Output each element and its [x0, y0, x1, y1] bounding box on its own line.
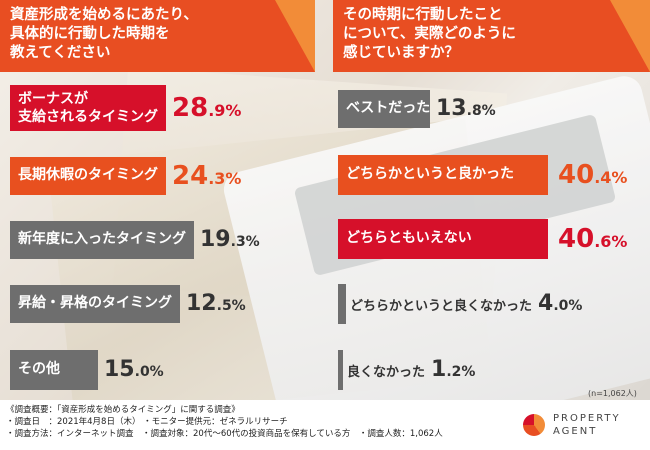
label-line: 長期休暇のタイミング — [18, 167, 158, 183]
value-label: 19.3% — [200, 227, 260, 253]
logo-text-line: PROPERTY — [553, 413, 621, 424]
value-int: 40 — [558, 160, 595, 190]
right-title-line: その時期に行動したこと — [343, 7, 503, 23]
value-dec: .2% — [446, 364, 476, 380]
value-int: 12 — [186, 291, 217, 316]
value-label: 40.6% — [558, 226, 627, 252]
value-int: 1 — [431, 357, 447, 382]
footer-line: 《調査概要：「資産形成を始めるタイミング」に関する調査》 — [6, 405, 240, 415]
left-item-other: その他 15.0% — [10, 350, 164, 390]
value-dec: .5% — [216, 298, 246, 314]
value-label: 1.2% — [431, 357, 475, 383]
right-title-line: 感じていますか？ — [343, 45, 459, 61]
label-line: どちらかというと良かった — [346, 166, 514, 182]
value-int: 13 — [436, 96, 467, 121]
bar-label — [338, 350, 343, 390]
value-label: 4.0% — [538, 291, 582, 317]
right-question-header: その時期に行動したこと について、実際どのように 感じていますか？ — [333, 0, 650, 72]
right-item-rather-good: どちらかというと良かった 40.4% — [338, 155, 627, 195]
bar-label: ボーナスが 支給されるタイミング — [10, 85, 166, 131]
value-dec: .3% — [208, 169, 242, 188]
footer-line: ・調査日 ：2021年4月8日（木） ・モニター提供元：ゼネラルリサーチ — [6, 417, 288, 427]
bar-label: 昇給・昇格のタイミング — [10, 285, 180, 323]
value-dec: .9% — [208, 101, 242, 120]
bar-label: どちらともいえない — [338, 219, 548, 259]
value-label: 28.9% — [172, 95, 241, 121]
bar-label: その他 — [10, 350, 98, 390]
left-item-raise-promotion: 昇給・昇格のタイミング 12.5% — [10, 285, 246, 323]
left-title-line: 教えてください — [10, 45, 111, 61]
value-dec: .4% — [594, 168, 628, 187]
left-item-new-fiscal-year: 新年度に入ったタイミング 19.3% — [10, 221, 260, 259]
bar-label: 長期休暇のタイミング — [10, 157, 166, 195]
value-int: 4 — [538, 291, 554, 316]
value-int: 40 — [558, 224, 595, 254]
value-dec: .6% — [594, 232, 628, 251]
right-item-neither: どちらともいえない 40.6% — [338, 219, 627, 259]
right-title-line: について、実際どのように — [343, 26, 516, 42]
survey-footer: 《調査概要：「資産形成を始めるタイミング」に関する調査》 ・調査日 ：2021年… — [6, 404, 443, 440]
value-dec: .3% — [230, 234, 260, 250]
label-line: 新年度に入ったタイミング — [18, 231, 186, 247]
label-line: ベストだった — [346, 100, 431, 116]
value-label: 40.4% — [558, 162, 627, 188]
logo-mark-icon — [523, 414, 545, 436]
left-title-line: 資産形成を始めるにあたり、 — [10, 7, 198, 23]
left-question-header: 資産形成を始めるにあたり、 具体的に行動した時期を 教えてください — [0, 0, 315, 72]
value-label: 24.3% — [172, 163, 241, 189]
bar-label: ベストだった — [338, 90, 430, 128]
property-agent-logo: PROPERTY AGENT — [523, 412, 621, 438]
sample-size-note: (n=1,062人) — [588, 389, 637, 398]
logo-text-line: AGENT — [553, 426, 598, 437]
label-line: どちらともいえない — [346, 230, 472, 246]
value-dec: .0% — [553, 298, 583, 314]
right-item-not-good: 良くなかった 1.2% — [338, 350, 475, 390]
value-dec: .0% — [134, 364, 164, 380]
footer-line: ・調査方法：インターネット調査 ・調査対象：20代〜60代の投資商品を保有してい… — [6, 429, 443, 439]
value-int: 24 — [172, 161, 209, 191]
value-label: 13.8% — [436, 96, 496, 122]
label-line: ボーナスが — [18, 91, 88, 107]
left-item-bonus: ボーナスが 支給されるタイミング 28.9% — [10, 85, 241, 131]
right-item-best: ベストだった 13.8% — [338, 90, 496, 128]
label-line: 昇給・昇格のタイミング — [18, 295, 172, 311]
value-int: 28 — [172, 93, 209, 123]
right-item-rather-not-good: どちらかというと良くなかった 4.0% — [338, 284, 582, 324]
left-title-line: 具体的に行動した時期を — [10, 26, 170, 42]
label-line: その他 — [18, 361, 60, 377]
value-dec: .8% — [466, 103, 496, 119]
label-line: 良くなかった — [347, 364, 426, 380]
value-int: 19 — [200, 227, 231, 252]
label-line: 支給されるタイミング — [18, 109, 158, 125]
bar-label: 新年度に入ったタイミング — [10, 221, 194, 259]
label-line: どちらかというと良くなかった — [350, 298, 533, 314]
bar-label — [338, 284, 346, 324]
value-label: 12.5% — [186, 291, 246, 317]
left-item-long-vacation: 長期休暇のタイミング 24.3% — [10, 157, 241, 195]
value-int: 15 — [104, 357, 135, 382]
bar-label: どちらかというと良かった — [338, 155, 548, 195]
value-label: 15.0% — [104, 357, 164, 383]
